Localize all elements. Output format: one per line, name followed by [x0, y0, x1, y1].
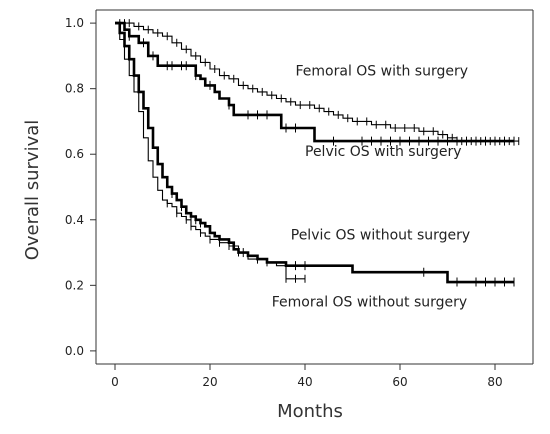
x-axis-title: Months	[277, 401, 343, 422]
series-line-1	[115, 22, 519, 142]
y-tick-label: 0.8	[65, 82, 84, 96]
censor-marks	[119, 19, 520, 287]
curve-label: Pelvic OS without surgery	[291, 227, 470, 243]
y-tick-label: 0.6	[65, 147, 84, 161]
curve-label: Femoral OS without surgery	[272, 295, 467, 311]
y-tick-label: 0.0	[65, 344, 84, 358]
curve-label: Femoral OS with surgery	[296, 64, 469, 80]
x-tick-label: 40	[297, 375, 312, 389]
plot-frame	[95, 9, 534, 365]
annotations: Femoral OS with surgery Pelvic OS with su…	[272, 64, 470, 311]
y-tick-label: 0.4	[65, 213, 84, 227]
series-line-2	[115, 21, 514, 143]
x-tick-label: 60	[392, 375, 407, 389]
x-tick-label: 0	[111, 375, 119, 389]
curve-label: Pelvic OS with surgery	[305, 144, 462, 160]
y-axis-title: Overall survival	[22, 120, 43, 261]
y-tick-label: 0.2	[65, 278, 84, 292]
x-tick-label: 80	[487, 375, 502, 389]
series-line-4	[115, 22, 305, 280]
y-tick-label: 1.0	[65, 16, 84, 30]
y-ticks: 0.0 0.2 0.4 0.6 0.8 1.0	[65, 16, 96, 358]
x-tick-label: 20	[202, 375, 217, 389]
x-ticks: 0 20 40 60 80	[111, 364, 503, 389]
